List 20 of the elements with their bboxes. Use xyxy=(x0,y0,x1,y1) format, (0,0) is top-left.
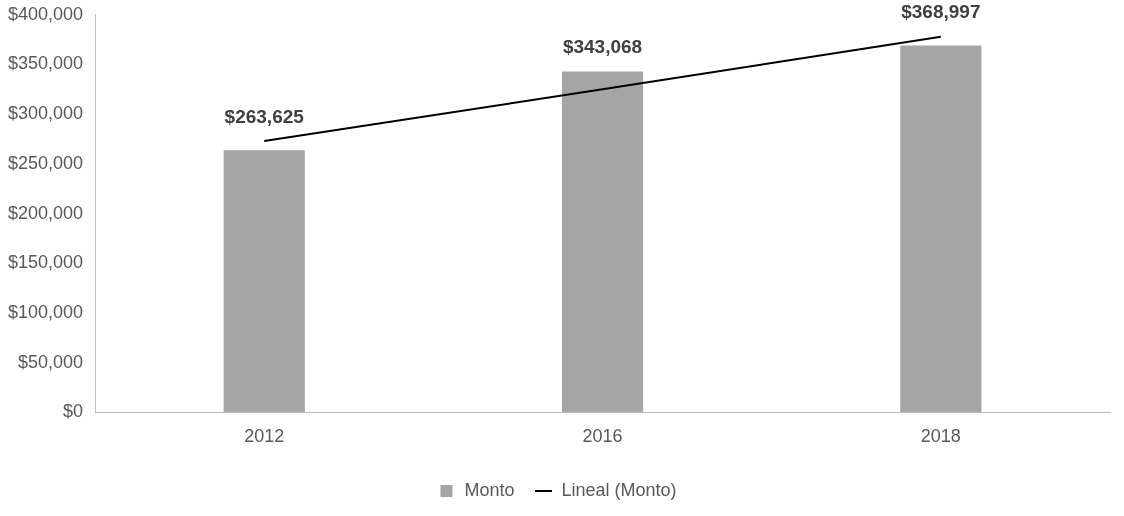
y-tick-label: $150,000 xyxy=(8,252,84,273)
y-tick-label: $0 xyxy=(63,401,84,422)
bar xyxy=(561,71,644,413)
y-tick-label: $50,000 xyxy=(18,351,84,372)
y-tick-label: $200,000 xyxy=(8,202,84,223)
data-label: $368,997 xyxy=(901,1,981,23)
y-tick-label: $350,000 xyxy=(8,53,84,74)
data-label: $343,068 xyxy=(562,36,643,58)
x-tick-label: 2018 xyxy=(920,426,961,447)
y-tick-label: $300,000 xyxy=(8,103,84,124)
y-tick-label: $400,000 xyxy=(8,3,84,24)
legend-label: Monto xyxy=(464,479,515,500)
legend-label: Lineal (Monto) xyxy=(561,479,677,500)
bar xyxy=(900,45,982,413)
x-tick-label: 2016 xyxy=(582,426,623,447)
data-label: $263,625 xyxy=(224,105,305,127)
bar xyxy=(223,150,305,413)
y-tick-label: $100,000 xyxy=(8,301,84,322)
y-tick-label: $250,000 xyxy=(8,152,84,173)
x-tick-label: 2012 xyxy=(244,426,285,447)
